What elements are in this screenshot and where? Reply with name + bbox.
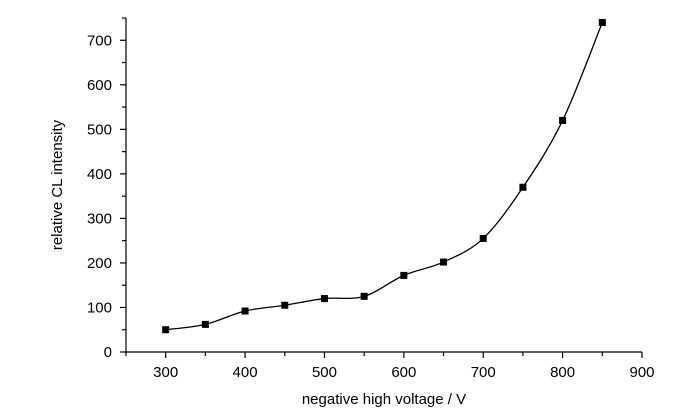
- y-tick-label: 600: [87, 77, 112, 94]
- data-point: [320, 295, 328, 303]
- x-tick-label: 300: [153, 364, 178, 381]
- x-tick-label: 800: [550, 364, 575, 381]
- data-point: [201, 320, 209, 328]
- y-tick-label: 0: [104, 344, 112, 361]
- y-tick-label: 300: [87, 210, 112, 227]
- data-point: [598, 18, 606, 26]
- data-point: [281, 301, 289, 309]
- y-axis-title: relative CL intensity: [49, 119, 66, 250]
- y-tick-label: 200: [87, 255, 112, 272]
- y-ticks: 0 100 200 300 400 500 600 700: [87, 17, 126, 361]
- data-point: [162, 326, 170, 334]
- data-point: [241, 307, 249, 315]
- y-tick-label: 700: [87, 32, 112, 49]
- x-tick-label: 500: [312, 364, 337, 381]
- x-ticks: 300 400 500 600 700 800 900: [125, 352, 655, 381]
- x-tick-label: 900: [629, 364, 654, 381]
- data-points: [162, 18, 606, 334]
- axes: [125, 18, 642, 353]
- y-tick-label: 500: [87, 121, 112, 138]
- x-tick-label: 700: [471, 364, 496, 381]
- data-point: [440, 258, 448, 266]
- x-tick-label: 400: [233, 364, 258, 381]
- x-axis-title: negative high voltage / V: [302, 391, 466, 408]
- data-point: [400, 271, 408, 279]
- y-tick-label: 100: [87, 299, 112, 316]
- data-point: [360, 292, 368, 300]
- x-tick-label: 600: [391, 364, 416, 381]
- y-tick-label: 400: [87, 166, 112, 183]
- data-point: [519, 183, 527, 191]
- series-curve: [165, 22, 603, 331]
- data-point: [559, 116, 567, 124]
- data-point: [479, 234, 487, 242]
